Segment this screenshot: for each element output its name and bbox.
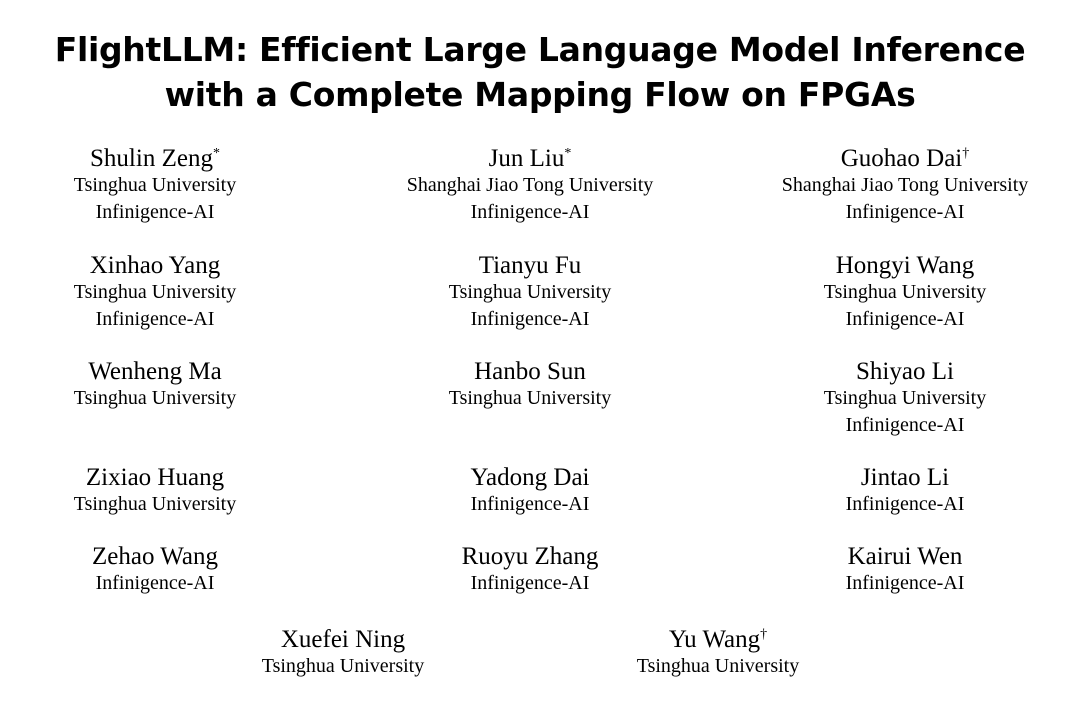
- author-block: Xuefei Ning Tsinghua University: [153, 626, 533, 680]
- author-name: Tianyu Fu: [340, 252, 720, 279]
- author-name: Zehao Wang: [0, 543, 345, 570]
- author-block: Zehao Wang Infinigence-AI: [0, 543, 345, 597]
- author-affiliation: Infinigence-AI: [845, 414, 965, 436]
- author-affiliation: Tsinghua University: [448, 281, 612, 303]
- author-footnote-mark: †: [962, 146, 970, 161]
- author-affiliation: Tsinghua University: [73, 387, 237, 409]
- author-name-text: Jun Liu: [488, 145, 565, 172]
- author-name-text: Xinhao Yang: [89, 252, 221, 279]
- author-footnote-mark: †: [760, 627, 768, 642]
- author-affiliation: Infinigence-AI: [470, 308, 590, 330]
- author-affiliation: Tsinghua University: [73, 493, 237, 515]
- author-name: Xuefei Ning: [153, 626, 533, 653]
- author-name: Jintao Li: [715, 464, 1080, 491]
- author-block: Tianyu Fu Tsinghua University Infinigence-…: [340, 252, 720, 333]
- author-name-text: Xuefei Ning: [280, 626, 406, 653]
- author-affiliation: Shanghai Jiao Tong University: [781, 174, 1029, 196]
- author-name-text: Wenheng Ma: [88, 358, 222, 385]
- author-affiliation: Tsinghua University: [73, 174, 237, 196]
- author-affiliation: Infinigence-AI: [845, 572, 965, 594]
- author-footnote-mark: *: [564, 146, 572, 161]
- author-name-text: Yadong Dai: [470, 464, 590, 491]
- author-affiliation: Infinigence-AI: [95, 572, 215, 594]
- author-name-text: Hongyi Wang: [835, 252, 975, 279]
- author-block: Yadong Dai Infinigence-AI: [340, 464, 720, 518]
- author-affiliation: Tsinghua University: [823, 387, 987, 409]
- author-block: Hanbo Sun Tsinghua University: [340, 358, 720, 412]
- author-name: Yu Wang†: [528, 626, 908, 653]
- author-affiliation: Infinigence-AI: [470, 201, 590, 223]
- author-name: Shulin Zeng*: [0, 145, 345, 172]
- author-block: Jintao Li Infinigence-AI: [715, 464, 1080, 518]
- author-name: Wenheng Ma: [0, 358, 345, 385]
- author-name: Xinhao Yang: [0, 252, 345, 279]
- author-block: Shiyao Li Tsinghua University Infinigence-…: [715, 358, 1080, 439]
- title-line-1: FlightLLM: Efficient Large Language Mode…: [54, 30, 1026, 69]
- author-block: Shulin Zeng* Tsinghua University Infinigen…: [0, 145, 345, 226]
- author-affiliation: Tsinghua University: [73, 281, 237, 303]
- author-block: Jun Liu* Shanghai Jiao Tong University Inf…: [340, 145, 720, 226]
- title-line-2: with a Complete Mapping Flow on FPGAs: [164, 75, 916, 114]
- author-affiliation: Shanghai Jiao Tong University: [406, 174, 654, 196]
- author-block: Yu Wang† Tsinghua University: [528, 626, 908, 680]
- author-name: Shiyao Li: [715, 358, 1080, 385]
- author-name-text: Hanbo Sun: [474, 358, 586, 385]
- author-name-text: Kairui Wen: [847, 543, 963, 570]
- author-name: Hongyi Wang: [715, 252, 1080, 279]
- author-affiliation: Infinigence-AI: [95, 201, 215, 223]
- author-name: Zixiao Huang: [0, 464, 345, 491]
- author-affiliation: Infinigence-AI: [470, 572, 590, 594]
- author-block: Xinhao Yang Tsinghua University Infinigenc…: [0, 252, 345, 333]
- author-footnote-mark: *: [212, 146, 220, 161]
- author-name: Hanbo Sun: [340, 358, 720, 385]
- author-block: Ruoyu Zhang Infinigence-AI: [340, 543, 720, 597]
- author-name-text: Yu Wang: [668, 626, 761, 653]
- author-name: Guohao Dai†: [715, 145, 1080, 172]
- author-name-text: Ruoyu Zhang: [461, 543, 599, 570]
- author-affiliation: Infinigence-AI: [845, 493, 965, 515]
- author-affiliation: Infinigence-AI: [845, 308, 965, 330]
- author-block: Zixiao Huang Tsinghua University: [0, 464, 345, 518]
- author-name: Ruoyu Zhang: [340, 543, 720, 570]
- author-block: Hongyi Wang Tsinghua University Infinigenc…: [715, 252, 1080, 333]
- author-affiliation: Infinigence-AI: [845, 201, 965, 223]
- author-affiliation: Tsinghua University: [823, 281, 987, 303]
- author-name-text: Zixiao Huang: [85, 464, 225, 491]
- author-name-text: Tianyu Fu: [478, 252, 582, 279]
- author-affiliation: Infinigence-AI: [95, 308, 215, 330]
- paper-title: FlightLLM: Efficient Large Language Mode…: [0, 27, 1080, 117]
- author-block: Wenheng Ma Tsinghua University: [0, 358, 345, 412]
- author-block: Kairui Wen Infinigence-AI: [715, 543, 1080, 597]
- author-name: Kairui Wen: [715, 543, 1080, 570]
- author-affiliation: Tsinghua University: [636, 655, 800, 677]
- author-block: Guohao Dai† Shanghai Jiao Tong University…: [715, 145, 1080, 226]
- author-name-text: Guohao Dai: [840, 145, 963, 172]
- author-affiliation: Infinigence-AI: [470, 493, 590, 515]
- author-name-text: Shiyao Li: [856, 358, 954, 385]
- author-name-text: Jintao Li: [860, 464, 950, 491]
- author-affiliation: Tsinghua University: [448, 387, 612, 409]
- author-name: Jun Liu*: [340, 145, 720, 172]
- author-name-text: Zehao Wang: [92, 543, 218, 570]
- author-name-text: Shulin Zeng: [90, 145, 213, 172]
- author-affiliation: Tsinghua University: [261, 655, 425, 677]
- author-name: Yadong Dai: [340, 464, 720, 491]
